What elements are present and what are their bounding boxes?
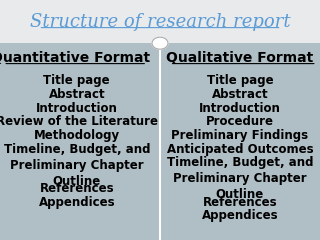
Text: Review of the Literature: Review of the Literature <box>0 115 158 128</box>
Text: Abstract: Abstract <box>212 88 268 101</box>
Text: Title page: Title page <box>207 74 273 87</box>
Text: Timeline, Budget, and
Preliminary Chapter
Outline: Timeline, Budget, and Preliminary Chapte… <box>167 156 313 201</box>
Text: References: References <box>39 182 114 195</box>
Text: Methodology: Methodology <box>34 129 120 142</box>
FancyBboxPatch shape <box>0 0 320 43</box>
Text: References: References <box>203 196 277 209</box>
Text: Title page: Title page <box>44 74 110 87</box>
Text: Appendices: Appendices <box>38 196 115 209</box>
Text: Appendices: Appendices <box>202 209 278 222</box>
Circle shape <box>152 37 168 49</box>
Text: Introduction: Introduction <box>199 102 281 115</box>
Text: Quantitative Format: Quantitative Format <box>0 51 150 65</box>
Text: Anticipated Outcomes: Anticipated Outcomes <box>167 143 313 156</box>
Text: Structure of research report: Structure of research report <box>30 12 290 30</box>
Text: Introduction: Introduction <box>36 102 118 115</box>
Text: Abstract: Abstract <box>49 88 105 101</box>
Text: Timeline, Budget, and
Preliminary Chapter
Outline: Timeline, Budget, and Preliminary Chapte… <box>4 143 150 188</box>
Text: Qualitative Format: Qualitative Format <box>166 51 314 65</box>
Text: Preliminary Findings: Preliminary Findings <box>172 129 308 142</box>
Text: Procedure: Procedure <box>206 115 274 128</box>
